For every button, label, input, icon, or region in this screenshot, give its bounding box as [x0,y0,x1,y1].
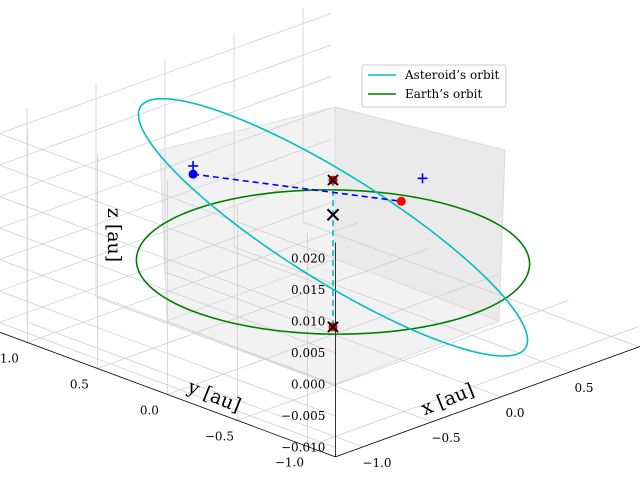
marker-stroke [327,174,339,186]
legend-frame [361,64,507,108]
y-tick-label: 0.5 [70,377,89,391]
grid-floor-x [302,221,640,348]
z-axis-label: z [au] [103,208,125,262]
legend-label-asteroid: Asteroid’s orbit [404,68,499,82]
grid-z-right [0,202,331,323]
blue-plus-marker [188,160,199,171]
grid-z-right [0,139,331,260]
sun-cross-marker [326,208,340,221]
grid-z-right [0,107,331,229]
z-tick-label: 0.020 [291,251,325,265]
y-axis-label: y [au] [184,376,244,417]
red-point-marker [396,196,406,206]
x-tick-label: −1.0 [362,456,391,470]
x-tick-label: −0.5 [431,431,460,445]
grid-floor-y [27,222,359,343]
grid-floor-y [97,248,429,369]
distance-line-dashed [192,173,402,203]
x-axis-label: x [au] [418,379,477,420]
blue-point-marker [188,169,198,179]
grid-z-left [0,259,336,385]
axes-lines [0,242,640,458]
y-tick-label: −1.0 [275,455,304,469]
blue-plus-marker [417,173,428,184]
series-group [135,97,531,357]
marker-stroke [327,321,339,333]
grid-z-right [0,44,331,166]
grid-z-left [0,196,336,322]
tick-labels: −1.0−1.0−0.5−0.50.00.00.50.51.01.0−0.010… [0,251,594,470]
earth-orbit-line [135,189,531,335]
y-tick-label: −0.5 [205,429,234,443]
z-tick-label: 0.000 [291,377,325,391]
black-cross-marker [327,321,339,333]
grid-z-right [0,13,331,134]
x-tick-label: 0.5 [574,381,593,395]
grid-lines [0,7,640,448]
z-tick-label: 0.005 [291,346,325,360]
legend: Asteroid’s orbit Earth’s orbit [361,64,507,108]
grid-z-left [0,133,336,259]
grid-z-right [0,76,331,197]
y-tick-label: 1.0 [0,351,19,365]
y-tick-label: 0.0 [140,403,159,417]
x-axis-line [335,346,640,458]
z-tick-label: 0.015 [291,283,325,297]
grid-floor-x [233,246,571,373]
z-tick-label: −0.005 [281,409,325,423]
grid-z-right [0,170,331,292]
legend-label-earth: Earth’s orbit [405,87,482,101]
z-tick-label: −0.010 [281,440,325,454]
asteroid-orbit-line [137,97,529,357]
grid-z-left [0,322,336,448]
grid-z-left [0,164,336,291]
grid-z-left [0,290,336,417]
y-axis-line [0,331,336,458]
marker-stroke [326,208,340,221]
black-cross-marker [327,174,339,186]
grid-z-left [0,227,336,354]
z-tick-label: 0.010 [291,314,325,328]
x-tick-label: 0.0 [505,406,524,420]
